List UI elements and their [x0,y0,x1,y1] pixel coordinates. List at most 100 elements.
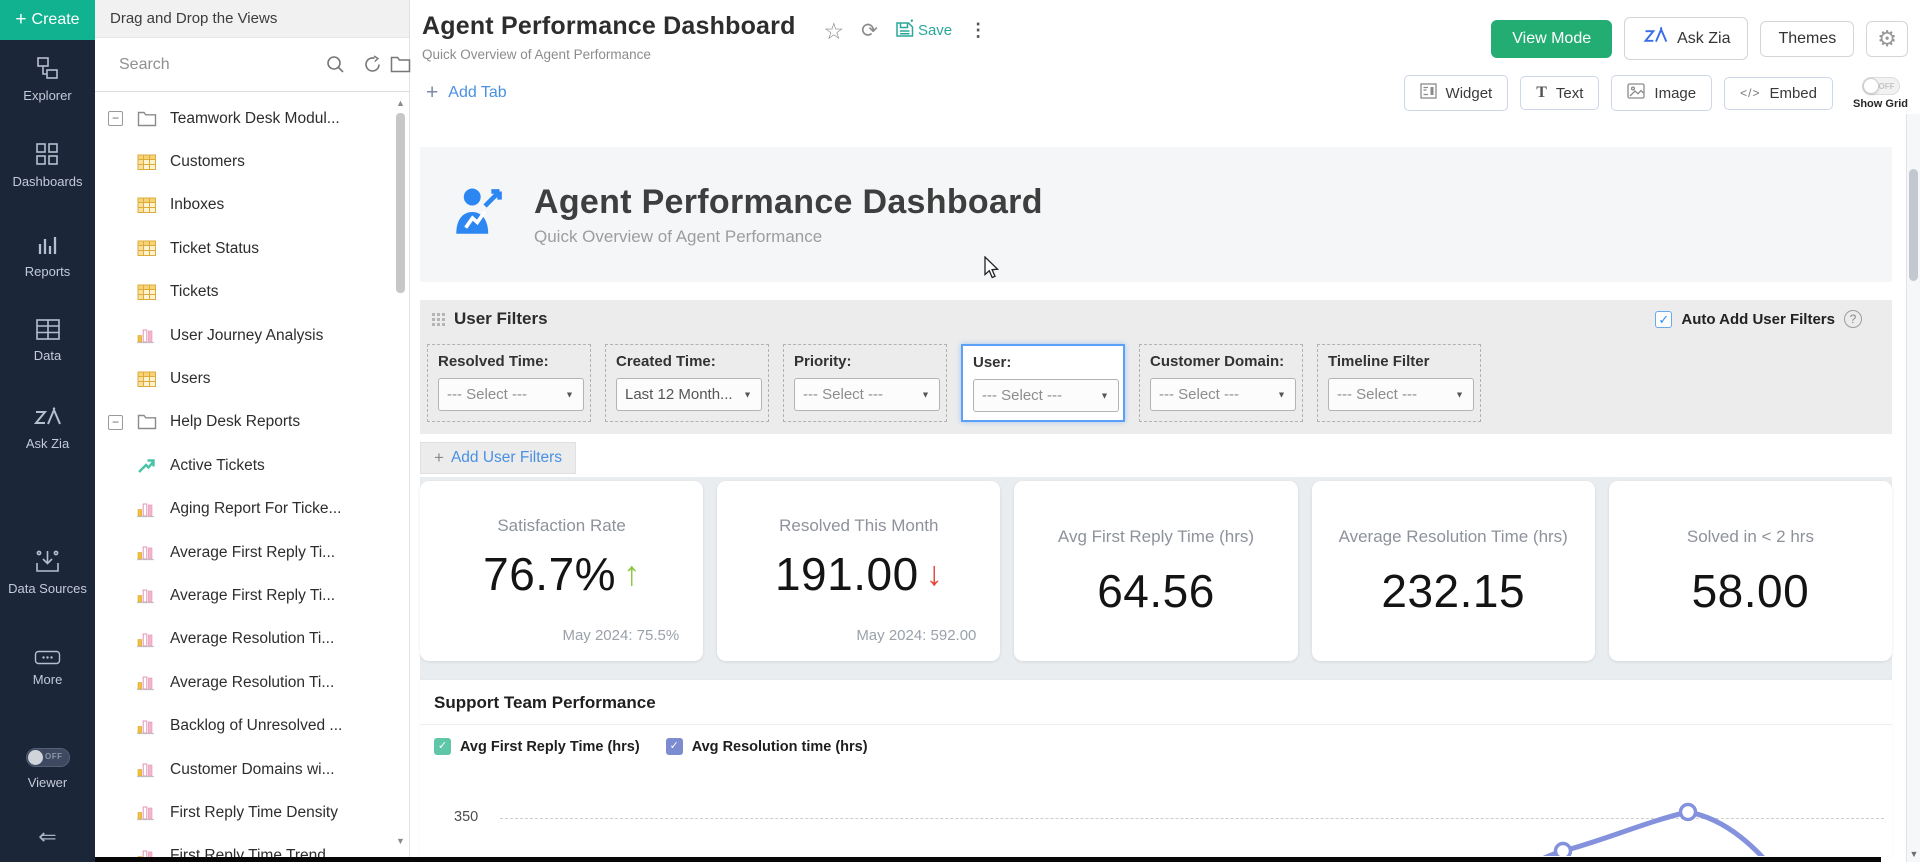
refresh-icon[interactable]: ⟳ [861,20,878,42]
filter-resolved-time[interactable]: Resolved Time: --- Select --- [427,344,591,422]
scroll-down-icon[interactable]: ▼ [396,836,405,846]
more-options-icon[interactable]: ⋮ [969,20,988,40]
support-team-performance-chart[interactable]: Support Team Performance Avg First Reply… [420,680,1892,856]
sidebar-item-more[interactable]: More [0,650,95,687]
sidebar-item-explorer[interactable]: Explorer [0,56,95,103]
sidebar-item-dashboards[interactable]: Dashboards [0,142,95,189]
viewer-toggle[interactable]: OFF [25,748,70,767]
sidebar-item-data[interactable]: Data [0,318,95,363]
create-label: Create [31,11,80,28]
add-user-filters-button[interactable]: + Add User Filters [420,442,577,474]
auto-add-label: Auto Add User Filters [1681,310,1835,328]
auto-add-checkbox[interactable] [1655,310,1673,328]
tree-item-avg-resolution-2[interactable]: Average Resolution Ti... [95,661,409,704]
tree-item-users[interactable]: Users [95,357,409,400]
zia-icon [1642,26,1669,51]
legend-avg-first-reply[interactable]: Avg First Reply Time (hrs) [434,738,640,755]
bar-chart-icon [137,631,159,648]
chevron-down-icon [920,389,931,401]
help-icon[interactable] [1844,310,1862,328]
viewer-label: Viewer [27,775,68,790]
tree-item-first-reply-density[interactable]: First Reply Time Density [95,791,409,834]
tree-item-active-tickets[interactable]: Active Tickets [95,444,409,487]
filter-timeline[interactable]: Timeline Filter --- Select --- [1317,344,1481,422]
tree-item-customer-domains[interactable]: Customer Domains wi... [95,748,409,791]
priority-select[interactable]: --- Select --- [794,378,940,411]
bar-chart-icon [137,718,159,735]
tree-item-backlog-unresolved[interactable]: Backlog of Unresolved ... [95,704,409,747]
collapse-sidebar-icon[interactable]: ⇐ [38,824,57,849]
scroll-up-icon[interactable]: ▲ [396,98,405,108]
search-icon[interactable] [326,55,345,74]
tree-item-avg-resolution-1[interactable]: Average Resolution Ti... [95,618,409,661]
widget-button[interactable]: Widget [1403,75,1509,111]
favorite-star-icon[interactable]: ☆ [823,17,845,44]
viewer-toggle-block: OFF Viewer [0,748,95,790]
ask-zia-button[interactable]: Ask Zia [1624,17,1749,60]
collapse-minus-icon[interactable] [108,414,123,430]
data-table-icon [35,318,61,341]
search-input[interactable] [119,55,326,74]
title-actions: ☆ ⟳ Save ⋮ [823,17,988,44]
save-button[interactable]: Save [895,18,952,43]
scrollbar-thumb[interactable] [1909,169,1918,281]
resolved-time-select[interactable]: --- Select --- [438,378,584,411]
scrollbar-thumb[interactable] [396,113,405,293]
tree-item-tickets[interactable]: Tickets [95,271,409,314]
tree-item-user-journey-analysis[interactable]: User Journey Analysis [95,314,409,357]
kpi-satisfaction-rate[interactable]: Satisfaction Rate 76.7% ↑ May 2024: 75.5… [420,481,704,661]
sidebar-item-reports[interactable]: Reports [0,233,95,279]
collapse-minus-icon[interactable] [108,111,123,127]
chevron-down-icon [564,389,575,401]
data-sources-icon [34,548,61,574]
drag-handle-icon[interactable] [432,312,445,326]
insert-tools: Widget T Text Image </> Embed O [1403,75,1908,111]
settings-gear-icon[interactable]: ⚙ [1866,20,1908,57]
add-tab-button[interactable]: + Add Tab [426,81,507,105]
filter-created-time[interactable]: Created Time: Last 12 Month... [605,344,769,422]
legend-checkbox-icon[interactable] [665,738,683,755]
nav-label: More [32,672,63,687]
dashboards-icon [35,142,60,167]
tree-item-customers[interactable]: Customers [95,140,409,183]
themes-button[interactable]: Themes [1760,20,1855,57]
kpi-resolved-this-month[interactable]: Resolved This Month 191.00 ↓ May 2024: 5… [717,481,1001,661]
tree-item-ticket-status[interactable]: Ticket Status [95,227,409,270]
folder-view-icon[interactable] [390,56,411,73]
embed-button[interactable]: </> Embed [1724,76,1833,110]
show-grid-toggle[interactable]: OFF [1861,76,1900,95]
filter-user[interactable]: User: --- Select --- [961,344,1125,422]
tree-folder-help-desk-reports[interactable]: Help Desk Reports [95,401,409,444]
dashboard-banner-widget[interactable]: Agent Performance Dashboard Quick Overvi… [420,147,1892,282]
create-button[interactable]: + Create [0,0,95,40]
tree-item-aging-report[interactable]: Aging Report For Ticke... [95,488,409,531]
refresh-views-icon[interactable] [363,55,382,74]
user-select[interactable]: --- Select --- [973,379,1119,412]
timeline-filter-select[interactable]: --- Select --- [1328,378,1474,411]
reports-icon [35,233,60,257]
app-sidebar: + Create Explorer Dashboards Reports Dat… [0,0,95,862]
created-time-select[interactable]: Last 12 Month... [616,378,762,411]
tree-folder-teamwork-desk-modules[interactable]: Teamwork Desk Modul... [95,97,409,140]
tree-item-avg-first-reply-1[interactable]: Average First Reply Ti... [95,531,409,574]
scroll-down-icon[interactable]: ▼ [1909,849,1919,859]
main-scrollbar[interactable]: ▼ [1906,114,1920,862]
kpi-avg-first-reply-time[interactable]: Avg First Reply Time (hrs) 64.56 [1014,481,1298,661]
sidebar-item-ask-zia[interactable]: Ask Zia [0,406,95,451]
text-button[interactable]: T Text [1520,76,1600,110]
search-row [95,38,411,92]
nav-label: Dashboards [12,174,83,189]
kpi-average-resolution-time[interactable]: Average Resolution Time (hrs) 232.15 [1311,481,1595,661]
legend-avg-resolution[interactable]: Avg Resolution time (hrs) [665,738,868,755]
legend-checkbox-icon[interactable] [434,738,451,755]
tree-item-avg-first-reply-2[interactable]: Average First Reply Ti... [95,574,409,617]
filter-priority[interactable]: Priority: --- Select --- [783,344,947,422]
filter-customer-domain[interactable]: Customer Domain: --- Select --- [1139,344,1303,422]
panel-scrollbar[interactable]: ▲ ▼ [394,98,407,858]
view-mode-button[interactable]: View Mode [1491,19,1613,58]
kpi-solved-under-2hrs[interactable]: Solved in < 2 hrs 58.00 [1608,481,1893,661]
image-button[interactable]: Image [1611,75,1713,111]
customer-domain-select[interactable]: --- Select --- [1150,378,1296,411]
sidebar-item-data-sources[interactable]: Data Sources [0,548,95,596]
tree-item-inboxes[interactable]: Inboxes [95,184,409,227]
